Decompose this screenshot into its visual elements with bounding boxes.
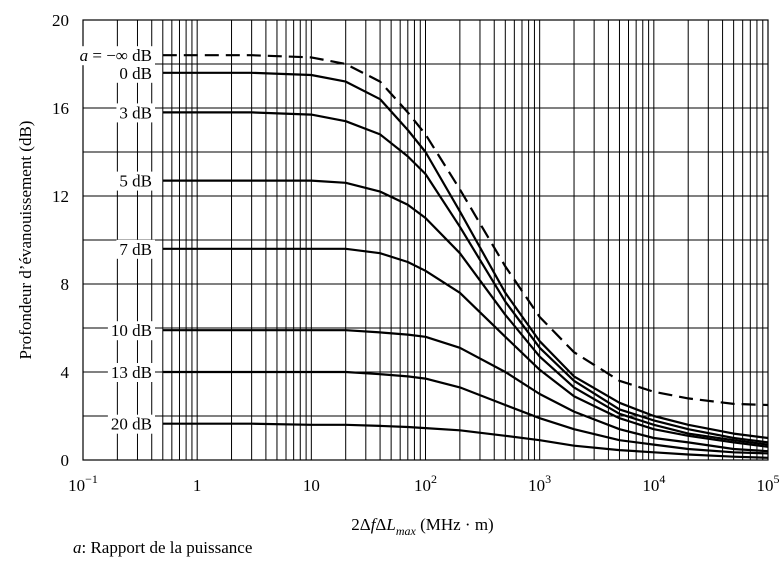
curve-label-bg bbox=[107, 363, 155, 382]
y-tick-label: 0 bbox=[61, 451, 70, 470]
series-line bbox=[162, 71, 769, 440]
curve-label: 3 dB bbox=[119, 103, 152, 122]
y-tick-label: 20 bbox=[52, 11, 69, 30]
series-line bbox=[162, 370, 769, 455]
x-axis-title: 2ΔfΔLmax (MHz · m) bbox=[351, 515, 493, 538]
plot-frame bbox=[82, 19, 769, 461]
curve-label: 7 dB bbox=[119, 240, 152, 259]
curve-label: 13 dB bbox=[111, 363, 152, 382]
curve-label: a = −∞ dB bbox=[80, 46, 152, 65]
series-line bbox=[162, 54, 769, 407]
x-tick-label: 102 bbox=[414, 472, 437, 495]
curve-label-bg bbox=[107, 321, 155, 341]
series-line bbox=[162, 247, 769, 448]
y-axis-title: Profondeur d’évanouissement (dB) bbox=[16, 121, 35, 360]
chart-labels: 0 4 8 12 16 20 10−1 1 10 102 103 104 105 a = −∞ dB0 d… bbox=[16, 11, 780, 538]
x-tick-label: 10 bbox=[303, 476, 320, 495]
x-tick-label: 1 bbox=[193, 476, 202, 495]
curve-label-bg bbox=[116, 103, 155, 123]
series-line bbox=[162, 422, 769, 459]
curve-label: 0 dB bbox=[119, 64, 152, 83]
series-line bbox=[162, 111, 769, 444]
curve-label-bg bbox=[116, 63, 155, 83]
curve-label-bg bbox=[116, 239, 155, 259]
footnote-variable: a bbox=[73, 538, 82, 557]
series-line bbox=[162, 329, 769, 453]
curve-label: 10 dB bbox=[111, 321, 152, 340]
series-line bbox=[162, 179, 769, 446]
x-tick-label: 104 bbox=[642, 472, 665, 495]
x-tick-label: 105 bbox=[757, 472, 780, 495]
y-tick-label: 12 bbox=[52, 187, 69, 206]
curve-label: 5 dB bbox=[119, 172, 152, 191]
y-tick-label: 8 bbox=[61, 275, 70, 294]
footnote: a: Rapport de la puissance bbox=[73, 538, 252, 558]
curve-label: 20 dB bbox=[111, 415, 152, 434]
y-tick-label: 4 bbox=[61, 363, 70, 382]
curve-label-bg bbox=[76, 46, 155, 66]
x-tick-label: 10−1 bbox=[68, 472, 98, 495]
grid-lines bbox=[83, 20, 768, 460]
curve-label-bg bbox=[107, 414, 155, 434]
chart-series bbox=[162, 54, 769, 459]
x-tick-label: 103 bbox=[528, 472, 551, 495]
curve-label-bg bbox=[116, 171, 155, 191]
chart-axes bbox=[82, 19, 769, 461]
y-tick-label: 16 bbox=[52, 99, 69, 118]
footnote-text: : Rapport de la puissance bbox=[81, 538, 253, 557]
